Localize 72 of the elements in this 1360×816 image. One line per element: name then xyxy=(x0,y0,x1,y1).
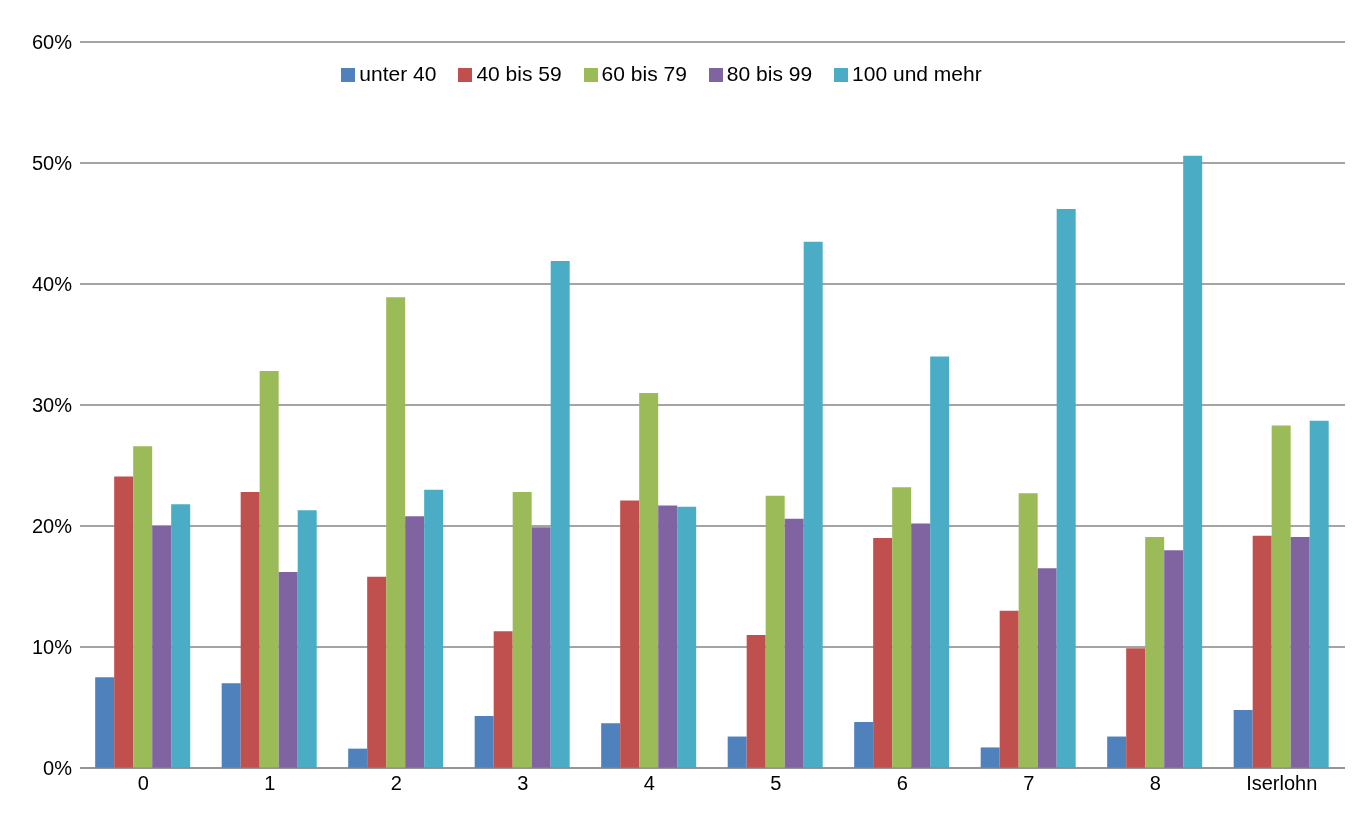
bar xyxy=(803,241,823,768)
bar xyxy=(531,527,551,768)
bar xyxy=(911,523,931,768)
x-tick-label: 8 xyxy=(1149,772,1161,795)
x-tick-label: 7 xyxy=(1023,772,1035,795)
bar xyxy=(765,495,785,768)
bar xyxy=(784,518,804,768)
bar xyxy=(114,476,134,768)
x-tick-label: 0 xyxy=(137,772,149,795)
bar xyxy=(639,392,659,768)
bar xyxy=(171,504,191,768)
bar xyxy=(1107,736,1127,768)
legend-label: 40 bis 59 xyxy=(476,62,562,85)
bar xyxy=(493,631,513,768)
bar xyxy=(999,610,1019,768)
bar xyxy=(1164,550,1184,768)
x-tick-label: 4 xyxy=(643,772,655,795)
x-tick-label: 6 xyxy=(896,772,908,795)
bar xyxy=(1309,420,1329,768)
bar xyxy=(1037,568,1057,768)
bar xyxy=(152,526,172,768)
bar xyxy=(601,723,621,768)
x-tick-label: 2 xyxy=(390,772,402,795)
y-tick-label: 40% xyxy=(31,273,73,296)
bar xyxy=(278,571,298,768)
x-tick-label: 1 xyxy=(264,772,276,795)
bar xyxy=(221,683,241,768)
bar xyxy=(424,489,444,768)
bar xyxy=(980,747,1000,768)
bar xyxy=(892,487,912,768)
bar xyxy=(930,356,950,768)
bar xyxy=(1056,208,1076,768)
bar xyxy=(854,722,874,768)
bar xyxy=(1271,425,1291,768)
legend-label: unter 40 xyxy=(359,62,437,85)
y-tick-label: 30% xyxy=(31,394,73,417)
bar xyxy=(1018,493,1038,768)
bar xyxy=(746,634,766,768)
bar xyxy=(405,516,425,768)
bar xyxy=(727,736,747,768)
bar xyxy=(386,297,406,768)
bar xyxy=(1145,536,1165,768)
bar xyxy=(1252,535,1272,768)
bar xyxy=(1233,709,1253,768)
bar xyxy=(1183,155,1203,768)
y-tick-label: 20% xyxy=(31,515,73,538)
bar xyxy=(658,505,678,768)
bar xyxy=(1290,536,1310,768)
x-tick-label: Iserlohn xyxy=(1246,772,1318,795)
x-tick-label: 5 xyxy=(770,772,782,795)
legend-label: 80 bis 99 xyxy=(726,62,813,85)
bar xyxy=(620,500,640,768)
bar xyxy=(677,506,697,768)
y-tick-label: 0% xyxy=(43,757,73,780)
bar xyxy=(367,576,387,768)
bar xyxy=(133,446,153,768)
bar xyxy=(95,677,115,768)
bar xyxy=(550,261,570,768)
legend-label: 100 und mehr xyxy=(852,62,982,85)
bar xyxy=(348,748,368,768)
bar xyxy=(873,538,893,768)
y-tick-label: 10% xyxy=(31,636,73,659)
bar xyxy=(297,510,317,768)
bar xyxy=(474,715,494,768)
y-tick-label: 50% xyxy=(31,152,73,175)
bar xyxy=(259,371,279,768)
y-tick-label: 60% xyxy=(31,31,73,54)
bar xyxy=(512,492,532,768)
bar xyxy=(1126,648,1146,768)
x-tick-label: 3 xyxy=(517,772,529,795)
bar xyxy=(240,492,260,768)
legend-label: 60 bis 79 xyxy=(601,62,687,85)
